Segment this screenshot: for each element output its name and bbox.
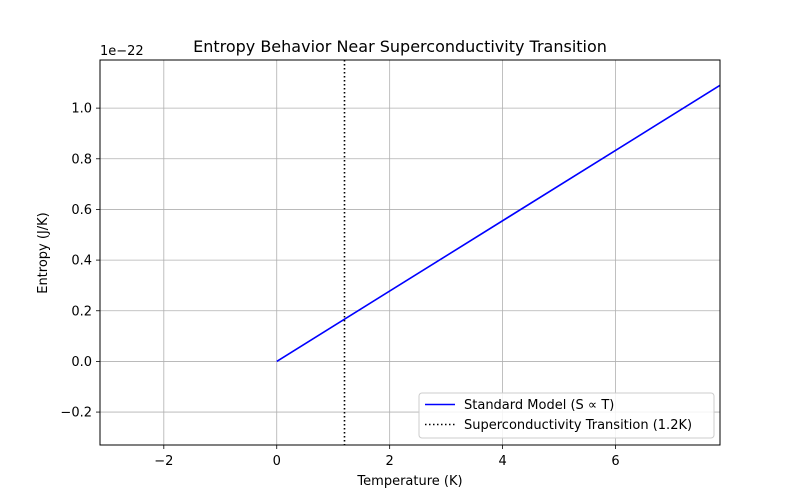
y-tick-label: 0.6 [71,203,92,218]
y-axis-label: Entropy (J/K) [36,212,51,294]
series-layer [276,60,721,445]
y-tick-label: −0.2 [60,406,92,421]
y-tick-label: 0.2 [71,304,92,319]
y-tick-label: 0.0 [71,355,92,370]
x-axis-label: Temperature (K) [356,474,462,489]
legend: Standard Model (S ∝ T) Superconductivity… [418,392,715,439]
y-tick-label: 1.0 [71,102,92,117]
legend-label-standard-model: Standard Model (S ∝ T) [464,398,614,413]
chart-title: Entropy Behavior Near Superconductivity … [193,37,607,56]
legend-label-transition: Superconductivity Transition (1.2K) [464,418,692,433]
y-tick-label: 0.4 [71,254,92,269]
axis-ticks: −2 0 2 4 6 −0.2 0.0 0.2 0.4 0.6 0.8 1.0 [60,102,619,469]
series-line-standard-model [276,84,721,363]
plot-area-frame [99,59,721,446]
legend-box [418,392,715,439]
x-tick-label: 4 [498,454,506,469]
y-tick-label: 0.8 [71,152,92,167]
x-tick-label: −2 [154,454,173,469]
grid [100,60,720,445]
x-tick-label: 0 [273,454,281,469]
x-tick-label: 6 [611,454,619,469]
y-axis-offset-label: 1e−22 [100,44,144,59]
x-tick-label: 2 [386,454,394,469]
